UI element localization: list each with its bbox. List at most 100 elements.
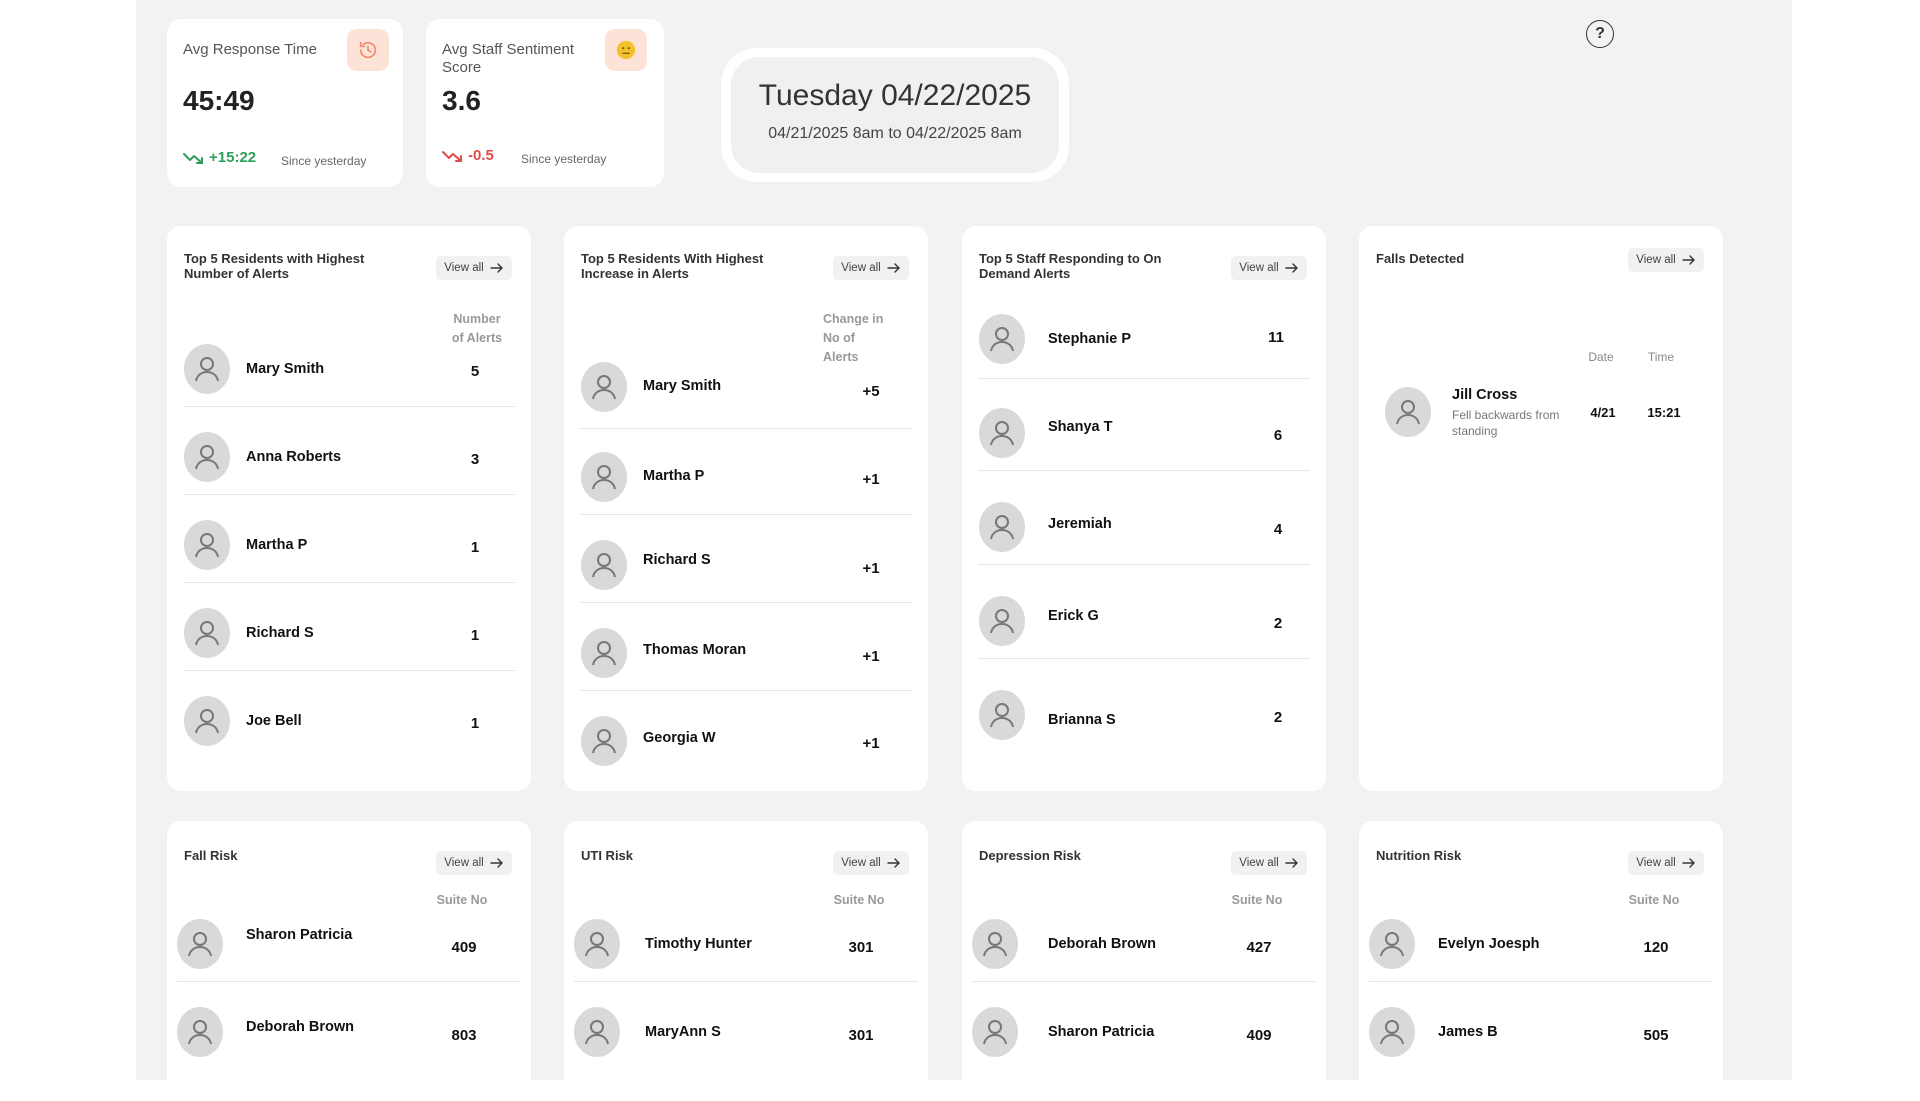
list-item[interactable]: Thomas Moran +1: [580, 628, 912, 716]
suite-number: 301: [848, 939, 874, 956]
list-item[interactable]: Richard S 1: [183, 608, 515, 696]
list-item[interactable]: Jeremiah 4: [978, 502, 1310, 596]
view-all-button[interactable]: View all: [436, 851, 512, 875]
view-all-button[interactable]: View all: [436, 256, 512, 280]
user-icon: [1380, 932, 1404, 957]
user-icon: [983, 932, 1007, 957]
suite-number: 505: [1643, 1027, 1669, 1044]
avatar: [979, 314, 1025, 364]
list-item[interactable]: Shanya T 6: [978, 408, 1310, 502]
avatar: [184, 608, 230, 658]
list-item[interactable]: Deborah Brown 803: [177, 1007, 521, 1087]
column-header-date: Date: [1588, 350, 1614, 364]
column-header: Suite No: [436, 893, 488, 907]
avatar: [574, 1007, 620, 1057]
list-item[interactable]: Timothy Hunter 301: [574, 919, 918, 1007]
user-icon: [592, 375, 616, 400]
top-residents-increase-card: Top 5 Residents With Highest Increase in…: [564, 226, 928, 791]
resident-name: Richard S: [643, 552, 711, 568]
since-label: Since yesterday: [281, 154, 367, 168]
divider: [580, 514, 912, 515]
list-item[interactable]: Jill Cross Fell backwards from standing …: [1375, 387, 1707, 457]
resident-name: Georgia W: [643, 730, 716, 746]
user-icon: [585, 1020, 609, 1045]
resident-name: MaryAnn S: [645, 1024, 721, 1040]
list-item[interactable]: Deborah Brown 427: [972, 919, 1316, 1007]
date-inner: Tuesday 04/22/2025 04/21/2025 8am to 04/…: [731, 57, 1059, 173]
divider: [580, 428, 912, 429]
list-item[interactable]: Martha P +1: [580, 452, 912, 540]
top-residents-alerts-card: Top 5 Residents with Highest Number of A…: [167, 226, 531, 791]
view-all-button[interactable]: View all: [1231, 256, 1307, 280]
list-item[interactable]: Stephanie P 11: [978, 314, 1310, 408]
list-item[interactable]: MaryAnn S 301: [574, 1007, 918, 1087]
stat-value: 3.6: [442, 85, 481, 116]
list-item[interactable]: Richard S +1: [580, 540, 912, 628]
alert-change: +1: [862, 648, 880, 665]
divider: [183, 582, 515, 583]
column-header: Suite No: [1628, 893, 1680, 907]
list-item[interactable]: Erick G 2: [978, 596, 1310, 690]
alert-count: 5: [470, 363, 480, 380]
fall-description: Fell backwards from standing: [1452, 408, 1560, 438]
list-item[interactable]: Martha P 1: [183, 520, 515, 608]
list-item[interactable]: James B 505: [1369, 1007, 1713, 1087]
card-title: Top 5 Residents with Highest Number of A…: [184, 251, 365, 281]
list-item[interactable]: Sharon Patricia 409: [972, 1007, 1316, 1087]
divider: [972, 981, 1316, 982]
stat-delta: +15:22: [183, 149, 256, 166]
staff-name: Brianna S: [1048, 712, 1116, 728]
neutral-face-icon: [605, 29, 647, 71]
avatar: [581, 716, 627, 766]
user-icon: [195, 709, 219, 734]
list-item[interactable]: Joe Bell 1: [183, 696, 515, 784]
trend-down-icon: [442, 150, 462, 162]
view-all-button[interactable]: View all: [1628, 851, 1704, 875]
list-item[interactable]: Sharon Patricia 409: [177, 919, 521, 1007]
avatar: [581, 452, 627, 502]
help-icon[interactable]: ?: [1586, 20, 1614, 48]
user-icon: [990, 421, 1014, 446]
view-all-button[interactable]: View all: [1231, 851, 1307, 875]
divider: [1369, 981, 1713, 982]
card-title: Top 5 Staff Responding to On Demand Aler…: [979, 251, 1162, 281]
avatar: [184, 432, 230, 482]
avatar: [1385, 387, 1431, 437]
alert-count: 1: [470, 627, 480, 644]
card-title: UTI Risk: [581, 848, 634, 863]
alert-count: 1: [470, 715, 480, 732]
uti-risk-card: UTI Risk View all Suite No Timothy Hunte…: [564, 821, 928, 1101]
view-all-button[interactable]: View all: [833, 851, 909, 875]
list-item[interactable]: Brianna S 2: [978, 690, 1310, 770]
resident-name: Sharon Patricia: [246, 927, 353, 943]
list-item[interactable]: Mary Smith 5: [183, 344, 515, 432]
column-header-time: Time: [1647, 350, 1675, 364]
list-item[interactable]: Evelyn Joesph 120: [1369, 919, 1713, 1007]
fall-risk-card: Fall Risk View all Suite No Sharon Patri…: [167, 821, 531, 1101]
view-all-button[interactable]: View all: [833, 256, 909, 280]
view-all-label: View all: [1636, 254, 1676, 266]
avatar: [581, 540, 627, 590]
alert-change: +1: [862, 735, 880, 752]
card-title: Fall Risk: [184, 848, 238, 863]
stat-title: Avg Staff Sentiment Score: [442, 41, 575, 76]
staff-name: Shanya T: [1048, 419, 1113, 435]
user-icon: [195, 621, 219, 646]
arrow-right-icon: [1285, 263, 1298, 273]
response-count: 2: [1273, 709, 1283, 726]
response-count: 11: [1268, 329, 1284, 346]
column-header: Change in No of Alerts: [823, 312, 884, 364]
list-item[interactable]: Anna Roberts 3: [183, 432, 515, 520]
stat-delta: -0.5: [442, 147, 494, 164]
arrow-right-icon: [1682, 858, 1695, 868]
list-item[interactable]: Georgia W +1: [580, 716, 912, 786]
alert-count: 3: [470, 451, 480, 468]
dashboard-canvas: Avg Response Time 45:49 +15:22 Since yes…: [136, 0, 1792, 1101]
avatar: [979, 690, 1025, 740]
view-all-button[interactable]: View all: [1628, 248, 1704, 272]
user-icon: [990, 515, 1014, 540]
list-item[interactable]: Mary Smith +5: [580, 362, 912, 452]
stat-delta-value: +15:22: [209, 149, 257, 166]
stat-title: Avg Response Time: [183, 41, 317, 58]
stat-value: 45:49: [183, 85, 255, 116]
